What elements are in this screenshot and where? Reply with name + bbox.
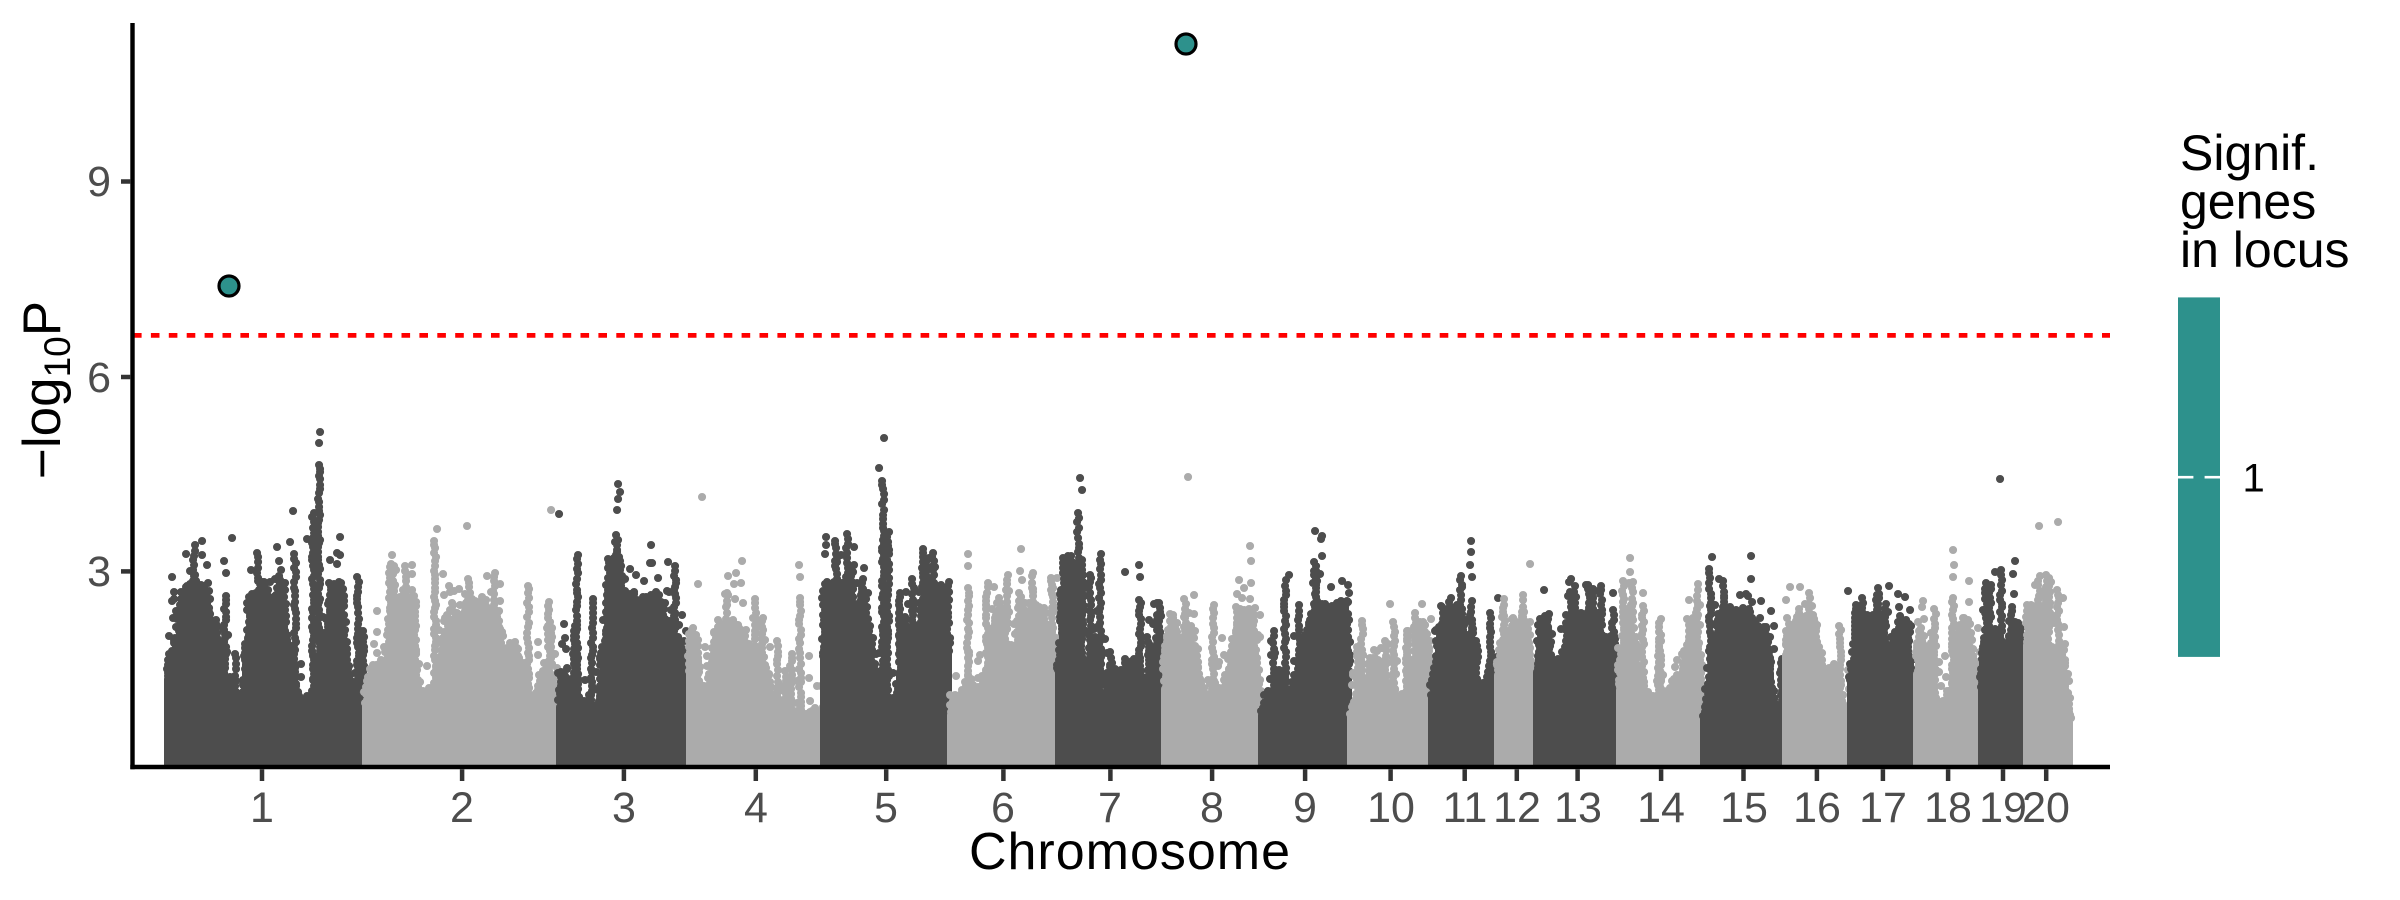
svg-text:15: 15 [1720, 784, 1768, 832]
svg-text:5: 5 [874, 784, 898, 832]
svg-text:1: 1 [250, 784, 274, 832]
svg-text:6: 6 [87, 354, 111, 402]
svg-text:−log10P: −log10P [13, 301, 78, 479]
svg-text:9: 9 [87, 158, 111, 206]
svg-text:6: 6 [991, 784, 1015, 832]
svg-text:17: 17 [1859, 784, 1907, 832]
svg-text:8: 8 [1200, 784, 1224, 832]
svg-text:in locus: in locus [2180, 222, 2350, 278]
svg-text:3: 3 [612, 784, 636, 832]
svg-text:19: 19 [1979, 784, 2027, 832]
svg-text:12: 12 [1493, 784, 1541, 832]
svg-text:Signif.: Signif. [2180, 125, 2319, 181]
svg-text:13: 13 [1554, 784, 1602, 832]
svg-text:20: 20 [2022, 784, 2070, 832]
svg-text:16: 16 [1793, 784, 1841, 832]
svg-text:7: 7 [1098, 784, 1122, 832]
svg-text:2: 2 [450, 784, 474, 832]
svg-text:Chromosome: Chromosome [969, 823, 1291, 881]
svg-text:11: 11 [1443, 784, 1488, 832]
svg-text:9: 9 [1293, 784, 1317, 832]
svg-text:4: 4 [744, 784, 768, 832]
svg-text:18: 18 [1924, 784, 1972, 832]
svg-text:1: 1 [2243, 457, 2265, 501]
svg-text:genes: genes [2180, 173, 2316, 229]
svg-text:3: 3 [87, 548, 111, 596]
svg-text:10: 10 [1367, 784, 1415, 832]
svg-text:14: 14 [1637, 784, 1685, 832]
